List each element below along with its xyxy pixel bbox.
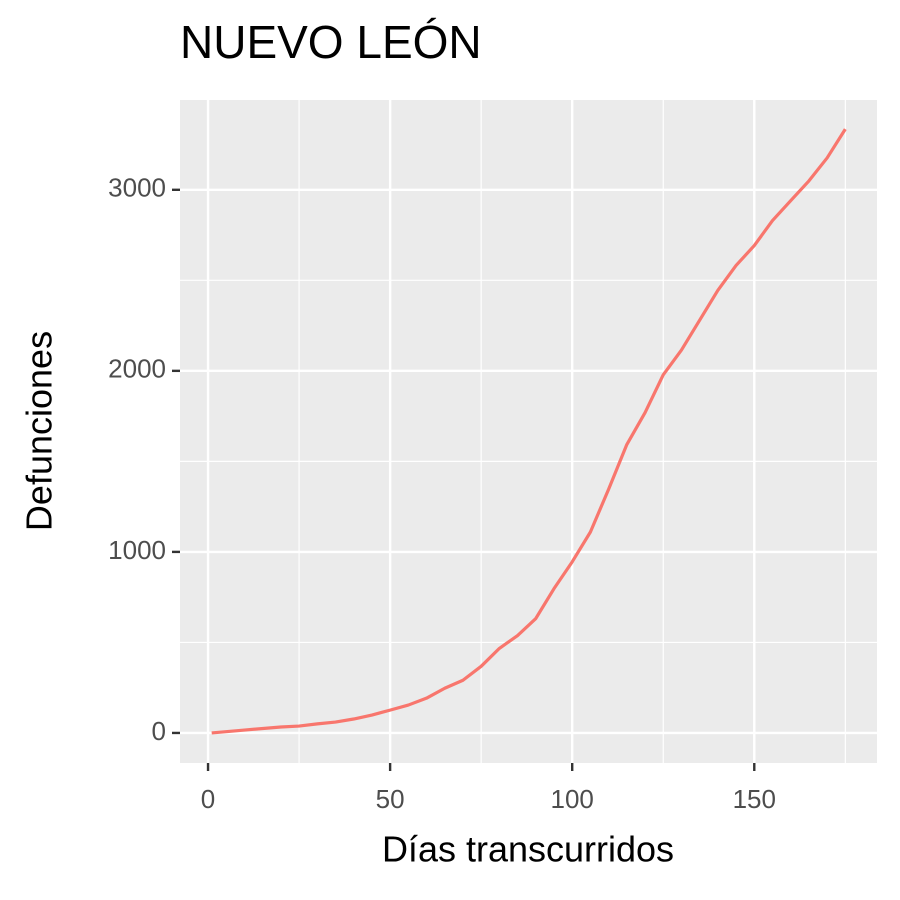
y-axis-title: Defunciones <box>19 331 60 531</box>
y-tick-label: 1000 <box>108 535 166 565</box>
y-tick-label: 0 <box>152 716 166 746</box>
chart-title: NUEVO LEÓN <box>180 16 482 68</box>
panel <box>180 100 877 763</box>
y-tick-label: 3000 <box>108 173 166 203</box>
x-axis-title: Días transcurridos <box>382 829 674 870</box>
x-tick-label: 100 <box>551 784 594 814</box>
x-tick-label: 0 <box>201 784 215 814</box>
x-tick-label: 50 <box>376 784 405 814</box>
y-tick-label: 2000 <box>108 354 166 384</box>
x-tick-label: 150 <box>733 784 776 814</box>
data-line <box>211 128 847 735</box>
